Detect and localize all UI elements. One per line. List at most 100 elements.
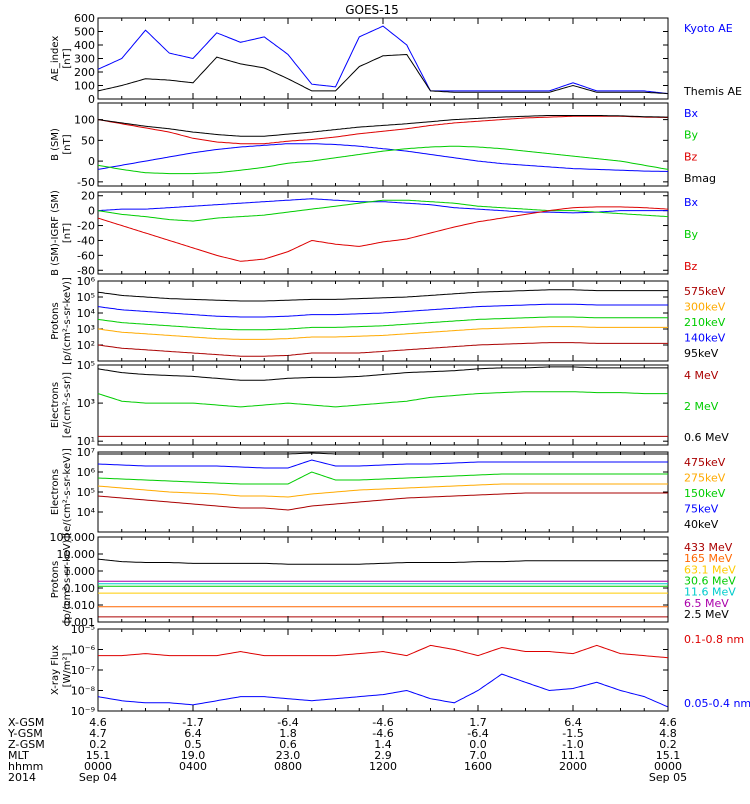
y-axis-label-protons_mev-0: Protons bbox=[50, 561, 61, 598]
footer-row-label-3: MLT bbox=[8, 749, 29, 762]
footer-cell-1-0: -1.7 bbox=[182, 716, 203, 729]
footer-cell-5-0: 6.4 bbox=[564, 716, 582, 729]
y-axis-label-protons_mev-1: [p/(cm²-s-sr-keV)] bbox=[62, 536, 73, 624]
series-xray-1 bbox=[97, 673, 669, 708]
legend-bsm-3: Bmag bbox=[684, 172, 716, 185]
y-tick-label-electrons_mev-1: 10³ bbox=[77, 397, 95, 410]
series-ae-0 bbox=[97, 25, 669, 95]
footer-cell-6-3: 15.1 bbox=[656, 749, 681, 762]
legend-xray-1: 0.05-0.4 nm bbox=[684, 697, 750, 710]
y-tick-label-bsm-0: -50 bbox=[77, 176, 95, 189]
legend-electrons_kev-4: 40keV bbox=[684, 518, 719, 531]
panel-frame-ae bbox=[97, 17, 669, 100]
legend-bsm-1: By bbox=[684, 129, 699, 142]
footer-cell-4-1: -6.4 bbox=[467, 727, 488, 740]
y-tick-label-electrons_kev-3: 10⁷ bbox=[77, 446, 95, 459]
y-tick-label-ae-6: 600 bbox=[74, 12, 95, 25]
series-bigrf-2 bbox=[97, 206, 669, 262]
y-tick-label-xray-1: 10⁻⁸ bbox=[71, 685, 96, 698]
footer-cell-6-1: 4.8 bbox=[659, 727, 677, 740]
legend-electrons_kev-2: 150keV bbox=[684, 487, 726, 500]
footer-row-label-2: Z-GSM bbox=[8, 738, 45, 751]
legend-protons_kev-4: 95keV bbox=[684, 347, 719, 360]
legend-electrons_mev-0: 4 MeV bbox=[684, 369, 719, 382]
y-tick-label-ae-0: 0 bbox=[88, 93, 95, 106]
legend-protons_mev-3: 30.6 MeV bbox=[684, 575, 736, 588]
y-axis-label-bigrf-0: B (SM)-IGRF (SM) bbox=[50, 190, 61, 276]
y-axis-label-bsm-1: [nT] bbox=[62, 134, 73, 154]
legend-protons_kev-3: 140keV bbox=[684, 332, 726, 345]
y-axis-label-electrons_kev-0: Electrons bbox=[50, 469, 61, 515]
y-tick-label-xray-4: 10⁻⁵ bbox=[71, 623, 95, 636]
series-protons_kev-1 bbox=[97, 326, 668, 340]
series-xray-0 bbox=[98, 644, 669, 659]
footer-cell-3-1: -4.6 bbox=[372, 727, 393, 740]
series-electrons_mev-1 bbox=[97, 391, 668, 408]
footer-cell-4-2: 0.0 bbox=[469, 738, 487, 751]
y-axis-label-bigrf-1: [nT] bbox=[62, 223, 73, 243]
y-axis-label-electrons_mev-1: [e/(cm²-s-sr)] bbox=[62, 372, 73, 438]
legend-electrons_kev-0: 475keV bbox=[684, 456, 726, 469]
footer-row-label-0: X-GSM bbox=[8, 716, 44, 729]
footer-cell-0-2: 0.2 bbox=[89, 738, 107, 751]
legend-protons_kev-0: 575keV bbox=[684, 285, 726, 298]
series-protons_kev-0 bbox=[97, 342, 668, 357]
legend-electrons_kev-3: 75keV bbox=[684, 503, 719, 516]
footer-cell-3-2: 1.4 bbox=[374, 738, 392, 751]
y-tick-label-protons_kev-2: 10⁴ bbox=[77, 307, 96, 320]
legend-electrons_mev-1: 2 MeV bbox=[684, 400, 719, 413]
legend-bigrf-2: Bz bbox=[684, 260, 698, 273]
footer-cell-0-3: 15.1 bbox=[86, 749, 111, 762]
y-tick-label-ae-1: 100 bbox=[74, 80, 95, 93]
y-tick-label-xray-2: 10⁻⁷ bbox=[71, 664, 95, 677]
legend-protons_kev-1: 300keV bbox=[684, 301, 726, 314]
legend-protons_mev-4: 11.6 MeV bbox=[684, 586, 736, 599]
legend-protons_kev-2: 210keV bbox=[684, 316, 726, 329]
legend-electrons_mev-2: 0.6 MeV bbox=[684, 431, 729, 444]
footer-cell-3-0: -4.6 bbox=[372, 716, 393, 729]
footer-cell-5-3: 11.1 bbox=[561, 749, 586, 762]
panel-frame-electrons_mev bbox=[97, 364, 669, 446]
y-tick-label-bigrf-2: -40 bbox=[77, 234, 95, 247]
series-electrons_kev-0 bbox=[97, 492, 668, 511]
footer-cell-5-2: -1.0 bbox=[562, 738, 583, 751]
series-protons_kev-3 bbox=[97, 303, 668, 318]
y-tick-label-xray-3: 10⁻⁶ bbox=[71, 644, 96, 657]
y-tick-label-protons_mev-5: 100.000 bbox=[50, 531, 96, 544]
y-tick-label-xray-0: 10⁻⁹ bbox=[71, 705, 95, 718]
series-bsm-0 bbox=[97, 143, 669, 172]
y-tick-label-electrons_kev-2: 10⁶ bbox=[77, 466, 96, 479]
y-tick-label-electrons_kev-0: 10⁴ bbox=[77, 506, 96, 519]
series-protons_kev-2 bbox=[97, 316, 668, 331]
legend-protons_mev-1: 165 MeV bbox=[684, 552, 733, 565]
footer-cell-2-3: 23.0 bbox=[276, 749, 301, 762]
footer-cell-3-4: 1200 bbox=[369, 760, 397, 773]
series-bigrf-0 bbox=[97, 198, 668, 214]
y-tick-label-ae-5: 500 bbox=[74, 26, 95, 39]
footer-cell-3-3: 2.9 bbox=[374, 749, 392, 762]
footer-row-label-4: hhmm bbox=[8, 760, 43, 773]
y-tick-label-electrons_mev-0: 10¹ bbox=[77, 435, 95, 448]
footer-cell-4-0: 1.7 bbox=[469, 716, 487, 729]
footer-cell-2-1: 1.8 bbox=[279, 727, 297, 740]
series-electrons_kev-2 bbox=[97, 471, 668, 485]
y-tick-label-bigrf-1: -60 bbox=[77, 249, 95, 262]
y-tick-label-bigrf-3: -20 bbox=[77, 220, 95, 233]
legend-bigrf-1: By bbox=[684, 228, 699, 241]
y-axis-label-ae-1: [nT] bbox=[62, 48, 73, 68]
series-electrons_kev-3 bbox=[97, 459, 668, 469]
y-tick-label-protons_mev-1: 0.010 bbox=[64, 599, 96, 612]
y-tick-label-ae-4: 400 bbox=[74, 39, 95, 52]
legend-ae-0: Kyoto AE bbox=[684, 22, 733, 35]
footer-cell-2-4: 0800 bbox=[274, 760, 302, 773]
footer-cell-2-0: -6.4 bbox=[277, 716, 298, 729]
y-axis-label-electrons_kev-1: [e/(cm²-s-sr-keV)] bbox=[62, 448, 73, 536]
y-axis-label-xray-1: [W/m²] bbox=[62, 652, 73, 687]
footer-cell-5-4: 2000 bbox=[559, 760, 587, 773]
panel-frame-bigrf bbox=[97, 191, 669, 275]
footer-cell-1-1: 6.4 bbox=[184, 727, 202, 740]
y-tick-label-bigrf-4: 0 bbox=[88, 205, 95, 218]
y-tick-label-ae-2: 200 bbox=[74, 66, 95, 79]
footer-cell-4-4: 1600 bbox=[464, 760, 492, 773]
